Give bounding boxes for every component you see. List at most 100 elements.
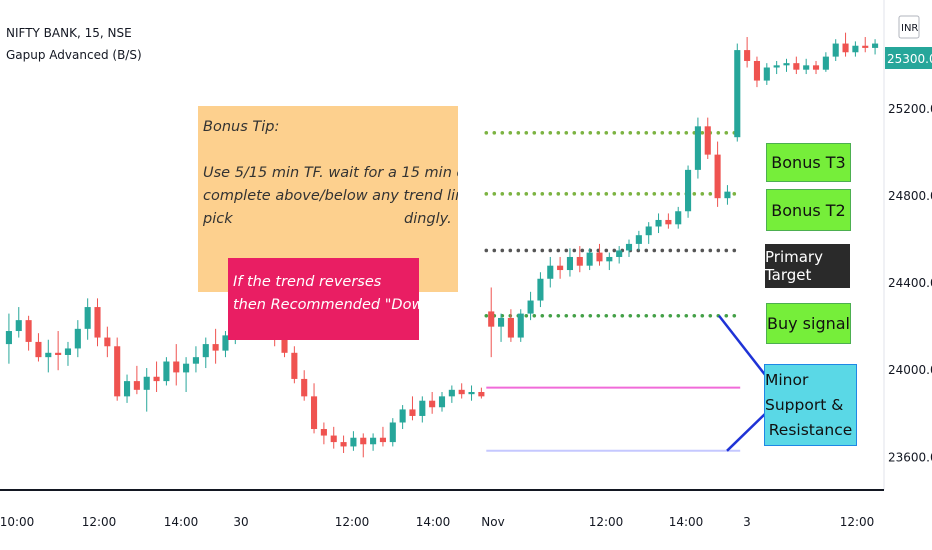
level-dot (492, 192, 497, 196)
candle-body (596, 252, 603, 262)
time-tick-label: 12:00 (840, 515, 875, 529)
level-dot (572, 192, 577, 196)
target-levels (484, 131, 741, 452)
candle-body (517, 313, 524, 338)
candle-body (822, 56, 829, 70)
level-dot (532, 192, 537, 196)
candle-body (15, 320, 22, 332)
indicator-title[interactable]: Gapup Advanced (B/S) (6, 48, 142, 62)
level-dot (684, 248, 689, 253)
candle-body (458, 389, 465, 395)
time-axis[interactable]: 10:00 12:00 14:00 30 12:00 14:00 Nov 12:00 14:00… (0, 515, 874, 529)
level-dot (692, 248, 697, 253)
bonus-tip-line: Use 5/15 min TF. wait for a 15 min candl… (203, 165, 458, 181)
candle-body (635, 235, 642, 244)
candle-body (753, 60, 761, 81)
candle-body (123, 381, 131, 397)
price-tick-label: 24800.00 (888, 189, 932, 203)
level-dot (484, 248, 489, 253)
last-price-marker (885, 47, 932, 69)
primary-target-label[interactable]: Primary Target (765, 244, 850, 288)
level-dot (580, 192, 585, 196)
candle-body (852, 45, 859, 53)
price-tick-label: 23600.00 (888, 450, 932, 464)
candle-body (704, 126, 711, 155)
candle-body (566, 256, 574, 271)
candle-body (714, 154, 721, 199)
level-dot (596, 313, 601, 318)
candle-body (862, 45, 869, 48)
time-tick-label: 14:00 (416, 515, 451, 529)
candle-body (803, 65, 810, 70)
candle-body (793, 63, 800, 70)
level-dot (628, 192, 633, 196)
buy-signal-label[interactable]: Buy signal (766, 303, 851, 344)
candle-body (379, 437, 386, 443)
level-dot (516, 248, 521, 253)
level-dot (636, 192, 641, 196)
level-dot (500, 131, 505, 135)
level-dot (508, 248, 513, 253)
candle-body (557, 265, 564, 271)
candle-body (163, 361, 170, 382)
candle-body (310, 396, 318, 430)
level-dot (604, 192, 609, 196)
pointer-line (718, 315, 767, 377)
level-dot (684, 313, 689, 318)
trend-reverse-note[interactable]: If the trend reverses then Recommended "… (228, 258, 488, 340)
level-dot (612, 192, 617, 196)
candle-body (507, 317, 514, 338)
level-dot (644, 131, 649, 135)
candle-body (370, 437, 377, 445)
candle-body (5, 331, 12, 345)
candle-body (832, 43, 839, 57)
level-dot (708, 313, 713, 318)
candle-body (547, 265, 554, 279)
level-dot (588, 192, 593, 196)
level-dot (716, 131, 721, 135)
level-dot (564, 248, 569, 253)
level-dot (516, 131, 521, 135)
level-dot (508, 192, 513, 196)
candle-body (675, 211, 682, 225)
time-tick-label: Nov (481, 515, 504, 529)
level-dot (652, 248, 657, 253)
level-dot (692, 192, 697, 196)
level-dot (588, 313, 593, 318)
level-dot (540, 313, 545, 318)
candle-body (350, 437, 357, 447)
level-dot (492, 248, 497, 253)
candle-body (448, 389, 455, 397)
symbol-title[interactable]: NIFTY BANK, 15, NSE (6, 26, 132, 40)
candle-body (429, 400, 436, 408)
candle-body (55, 352, 62, 355)
level-dot (596, 131, 601, 135)
trend-reverse-line: If the trend reverses (233, 274, 382, 290)
level-dot (484, 313, 489, 318)
level-dot (620, 131, 625, 135)
candle-body (616, 250, 623, 257)
level-dot (492, 131, 497, 135)
level-dot (604, 248, 609, 253)
level-dot (556, 313, 561, 318)
bonus-t2-label[interactable]: Bonus T2 (766, 189, 851, 231)
price-axis[interactable]: 25200.00 24800.00 24400.00 24000.00 23600.00 (888, 102, 932, 464)
minor-support-resistance-label[interactable]: Minor Support & Resistance (764, 364, 857, 446)
candle-body (812, 65, 820, 70)
level-dot (524, 248, 529, 253)
level-dot (692, 313, 697, 318)
level-dot (700, 192, 705, 196)
bonus-t3-label[interactable]: Bonus T3 (766, 143, 851, 182)
candle-body (872, 43, 879, 48)
candle-body (734, 50, 741, 138)
level-dot (724, 131, 729, 135)
level-dot (596, 192, 601, 196)
level-dot (700, 248, 705, 253)
level-dot (604, 131, 609, 135)
candle-body (399, 409, 406, 423)
level-dot (636, 313, 641, 318)
currency-badge[interactable] (898, 15, 920, 39)
candle-body (685, 169, 692, 212)
time-tick-label: 10:00 (0, 515, 34, 529)
